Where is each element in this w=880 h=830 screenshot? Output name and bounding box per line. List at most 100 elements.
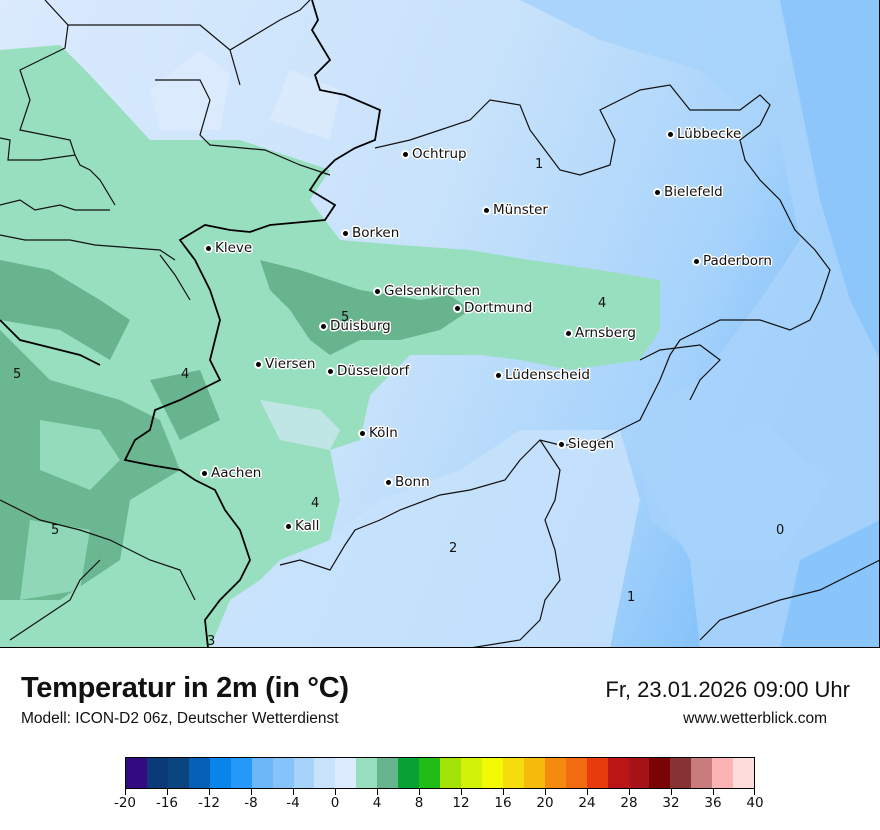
legend-color-swatch bbox=[356, 758, 378, 788]
city-dot-icon bbox=[206, 245, 211, 251]
chart-title: Temperatur in 2m (in °C) bbox=[21, 672, 349, 704]
legend-tick-mark bbox=[377, 789, 378, 795]
city-dot-icon bbox=[321, 323, 326, 329]
legend-tick-label: 0 bbox=[330, 795, 340, 811]
city-marker: Düsseldorf bbox=[328, 363, 409, 379]
city-label: Dortmund bbox=[464, 300, 533, 316]
city-marker: Borken bbox=[343, 225, 399, 241]
city-dot-icon bbox=[360, 430, 365, 436]
legend-color-swatch bbox=[293, 758, 315, 788]
city-dot-icon bbox=[202, 470, 207, 476]
legend-tick-label: -16 bbox=[155, 795, 179, 811]
legend-color-swatch bbox=[126, 758, 147, 788]
legend-tick-label: 24 bbox=[578, 795, 596, 811]
legend-tick-mark bbox=[629, 789, 630, 795]
legend-color-swatch bbox=[188, 758, 210, 788]
legend-color-swatch bbox=[398, 758, 420, 788]
legend-color-swatch bbox=[712, 758, 734, 788]
isotherm-label: 5 bbox=[51, 523, 60, 538]
legend-color-swatch bbox=[628, 758, 650, 788]
city-marker: Siegen bbox=[559, 436, 614, 452]
legend-color-swatch bbox=[251, 758, 273, 788]
city-label: Lüdenscheid bbox=[505, 367, 590, 383]
city-label: Gelsenkirchen bbox=[384, 283, 481, 299]
legend-tick-label: 36 bbox=[704, 795, 722, 811]
isotherm-label: 2 bbox=[449, 541, 458, 556]
city-dot-icon bbox=[668, 131, 673, 137]
legend-tick-mark bbox=[125, 789, 126, 795]
legend-color-swatch bbox=[314, 758, 336, 788]
city-label: Arnsberg bbox=[575, 325, 636, 341]
legend-color-swatch bbox=[565, 758, 587, 788]
legend-tick-label: -12 bbox=[197, 795, 221, 811]
legend-tick-mark bbox=[671, 789, 672, 795]
city-label: Aachen bbox=[211, 465, 262, 481]
forecast-datetime: Fr, 23.01.2026 09:00 Uhr bbox=[605, 677, 850, 702]
legend-tick-label: -4 bbox=[286, 795, 300, 811]
city-marker: Duisburg bbox=[321, 318, 391, 334]
legend-tick-label: -8 bbox=[244, 795, 258, 811]
city-marker: Viersen bbox=[256, 356, 315, 372]
legend-tick-mark bbox=[209, 789, 210, 795]
city-dot-icon bbox=[559, 441, 564, 447]
legend-tick-mark bbox=[419, 789, 420, 795]
city-dot-icon bbox=[375, 288, 380, 294]
legend-color-swatch bbox=[377, 758, 399, 788]
legend-color-swatch bbox=[335, 758, 357, 788]
legend-tick-label: 20 bbox=[536, 795, 554, 811]
legend-color-swatch bbox=[419, 758, 441, 788]
legend-tick-label: 16 bbox=[494, 795, 512, 811]
city-dot-icon bbox=[455, 305, 460, 311]
isotherm-label: 4 bbox=[311, 496, 320, 511]
city-dot-icon bbox=[403, 151, 408, 157]
city-dot-icon bbox=[286, 523, 291, 529]
legend-tick-label: 8 bbox=[414, 795, 424, 811]
color-legend bbox=[125, 757, 755, 789]
legend-color-swatch bbox=[586, 758, 608, 788]
city-label: Duisburg bbox=[330, 318, 391, 334]
city-dot-icon bbox=[655, 189, 660, 195]
city-label: Siegen bbox=[568, 436, 615, 452]
legend-color-swatch bbox=[209, 758, 231, 788]
isotherm-label: 0 bbox=[776, 523, 785, 538]
model-source: Modell: ICON-D2 06z, Deutscher Wetterdie… bbox=[21, 710, 339, 727]
website-link[interactable]: www.wetterblick.com bbox=[683, 710, 827, 727]
legend-color-swatch bbox=[461, 758, 482, 788]
city-label: Bielefeld bbox=[664, 184, 723, 200]
legend-tick-mark bbox=[545, 789, 546, 795]
isotherm-label: 5 bbox=[341, 310, 350, 325]
legend-color-swatch bbox=[691, 758, 713, 788]
isotherm-label: 3 bbox=[207, 634, 216, 648]
legend-color-swatch bbox=[272, 758, 294, 788]
legend-color-swatch bbox=[544, 758, 566, 788]
city-label: Lübbecke bbox=[677, 126, 742, 142]
legend-tick-mark bbox=[754, 789, 755, 795]
city-dot-icon bbox=[328, 368, 333, 374]
temperature-field bbox=[0, 0, 879, 647]
city-marker: Kleve bbox=[206, 240, 252, 256]
legend-tick-label: 40 bbox=[746, 795, 764, 811]
city-label: Köln bbox=[369, 425, 398, 441]
legend-color-swatch bbox=[670, 758, 692, 788]
city-label: Paderborn bbox=[703, 253, 772, 269]
legend-color-swatch bbox=[230, 758, 252, 788]
legend-tick-label: 4 bbox=[372, 795, 382, 811]
legend-color-swatch bbox=[481, 758, 503, 788]
city-marker: Arnsberg bbox=[566, 325, 636, 341]
legend-color-swatch bbox=[607, 758, 629, 788]
city-dot-icon bbox=[386, 479, 391, 485]
city-label: Münster bbox=[493, 202, 548, 218]
city-marker: Paderborn bbox=[694, 253, 772, 269]
city-label: Viersen bbox=[265, 356, 316, 372]
isotherm-label: 1 bbox=[627, 590, 636, 605]
isotherm-label: 5 bbox=[13, 367, 22, 382]
legend-tick-mark bbox=[335, 789, 336, 795]
legend-ticks: -20 -16 -12 -8 -4 0 4 8 12 16 20 24 28 32 36 40 bbox=[114, 789, 764, 819]
legend-color-swatch bbox=[649, 758, 671, 788]
city-label: Bonn bbox=[395, 474, 430, 490]
city-marker: Gelsenkirchen bbox=[375, 283, 480, 299]
legend-tick-mark bbox=[167, 789, 168, 795]
legend-tick-mark bbox=[293, 789, 294, 795]
city-label: Kall bbox=[295, 518, 320, 534]
city-dot-icon bbox=[496, 372, 501, 378]
